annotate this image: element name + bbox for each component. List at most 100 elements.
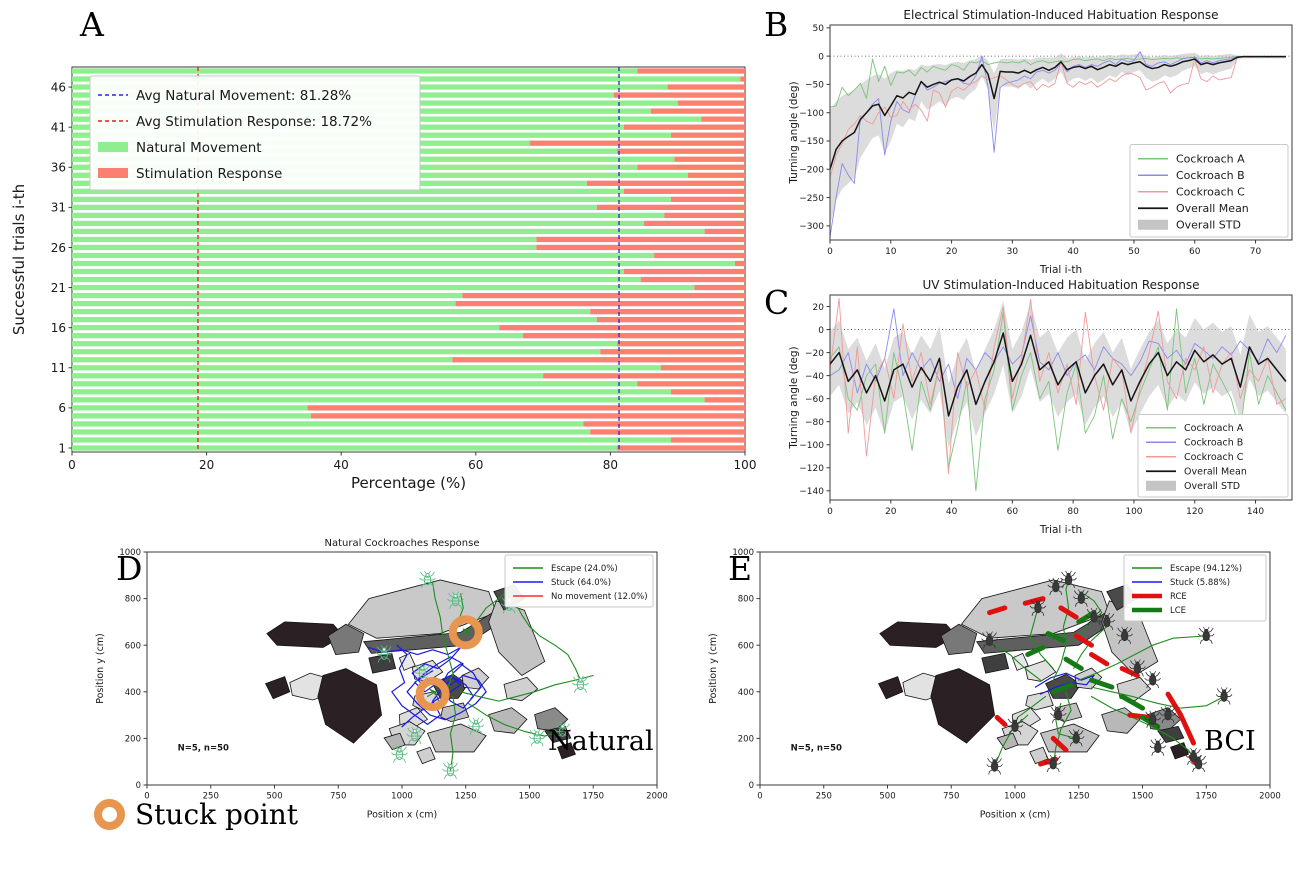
roach-icon	[986, 757, 1003, 775]
rock	[461, 667, 490, 690]
bar-stimulation	[590, 429, 745, 435]
series-cockroach-b	[829, 51, 1286, 238]
legend-item-label: No movement (12.0%)	[551, 592, 648, 602]
legend-item-label: Stuck (64.0%)	[551, 578, 611, 588]
roach-icon	[1215, 687, 1233, 705]
y-tick-label: 16	[51, 321, 66, 335]
axes-C: 0 20 40 60 80 100 120 140 20 0 −20 −40 −60 −80 −100 −12…	[788, 278, 1293, 536]
roach-icon	[554, 722, 571, 740]
y-tick-label: 31	[51, 201, 66, 215]
legend-item-label: LCE	[1170, 606, 1186, 616]
x-tick-label: 60	[1007, 507, 1019, 517]
panel-d: N=5, n=50 Escape (24.0%) Stuck (64.0%) No m…	[95, 538, 668, 821]
x-tick-label: 0	[757, 792, 762, 802]
series-overall-mean	[829, 332, 1287, 417]
x-tick-label: 1500	[519, 792, 541, 802]
y-tick-label: −50	[805, 81, 824, 91]
x-tick-label: 750	[943, 792, 959, 802]
y-axis-label: Turning angle (deg)	[788, 81, 800, 184]
bar-stimulation	[307, 405, 745, 411]
y-tick-label: 1000	[732, 548, 754, 558]
x-tick-label: 140	[1247, 507, 1264, 517]
bar-natural	[72, 381, 638, 387]
x-tick-label: 1250	[1068, 792, 1090, 802]
bar-stimulation	[674, 156, 745, 162]
bar-stimulation	[522, 333, 745, 339]
y-tick-label: −80	[805, 418, 824, 428]
bar-stimulation	[455, 300, 745, 307]
bar-natural	[72, 325, 500, 331]
x-tick-label: 2000	[1259, 792, 1281, 802]
y-tick-label: 800	[125, 595, 141, 605]
roach-icon	[1129, 659, 1146, 677]
x-tick-label: 60	[468, 458, 483, 472]
y-tick-label: 0	[818, 326, 824, 336]
bar-stimulation	[650, 108, 745, 114]
bar-natural	[72, 437, 671, 443]
bar-natural	[72, 228, 705, 235]
y-axis-label: Successful trials i-th	[10, 184, 28, 335]
rock	[1011, 652, 1029, 671]
rock	[544, 725, 572, 744]
y-tick-label: −20	[805, 349, 824, 359]
bar-natural	[72, 292, 463, 299]
legend-item-label: Overall Mean	[1184, 467, 1247, 478]
legend-item-label: RCE	[1170, 592, 1187, 602]
legend-c: Cockroach A Cockroach B Cockroach C Overall…	[1137, 414, 1289, 498]
roach-icon	[1197, 626, 1215, 645]
bar-natural	[72, 413, 311, 419]
bar-stimulation	[644, 220, 745, 227]
chart-title: Electrical Stimulation-Induced Habituati…	[903, 8, 1218, 22]
y-tick-label: 0	[818, 52, 824, 62]
bar-stimulation	[617, 445, 745, 451]
bar-stimulation	[637, 68, 745, 74]
x-axis-label: Percentage (%)	[351, 474, 466, 492]
panel-b: Cockroach A Cockroach B Cockroach C Overall…	[788, 8, 1293, 276]
bar-stimulation	[536, 244, 745, 251]
axes-A: 0 20 40 60 80 100161116212631364146Percentage…	[10, 66, 756, 492]
y-tick-label: 6	[58, 401, 66, 415]
x-tick-label: 20	[885, 507, 897, 517]
series-overall-mean	[829, 55, 1286, 170]
legend-item-label: Stuck (5.88%)	[1170, 578, 1230, 588]
bar-stimulation	[623, 188, 745, 194]
y-axis-label: Position y (cm)	[708, 633, 719, 704]
rock	[327, 623, 365, 655]
sample-size-annotation: N=5, n=50	[178, 744, 229, 754]
x-tick-label: 60	[1189, 247, 1201, 257]
y-tick-label: 21	[51, 281, 66, 295]
bar-natural	[72, 445, 618, 451]
x-axis-label: Position x (cm)	[980, 810, 1051, 821]
x-tick-label: 500	[879, 792, 895, 802]
legend-b: Cockroach A Cockroach B Cockroach C Overall…	[1129, 144, 1289, 238]
y-tick-label: 1	[58, 441, 66, 455]
bar-stimulation	[704, 397, 745, 403]
rock	[1170, 742, 1189, 760]
x-tick-label: 2000	[646, 792, 668, 802]
x-tick-label: 1000	[1004, 792, 1026, 802]
bar-stimulation	[667, 84, 745, 90]
y-tick-label: −300	[799, 222, 824, 232]
legend-e: Escape (94.12%) Stuck (5.88%) RCE LCE	[1123, 554, 1267, 622]
bar-stimulation	[529, 140, 745, 146]
bar-natural	[72, 389, 671, 395]
y-tick-label: 0	[749, 781, 754, 791]
stuck-point-marker-icon	[94, 799, 125, 830]
legend-item-label: Natural Movement	[136, 140, 262, 156]
legend-item-label: Cockroach C	[1184, 452, 1244, 463]
roach-icon	[1050, 705, 1067, 724]
x-tick-label: 1000	[391, 792, 413, 802]
x-tick-label: 1250	[455, 792, 477, 802]
y-tick-label: 50	[813, 24, 825, 34]
legend-a: Avg Natural Movement: 81.28% Avg Stimulat…	[89, 75, 421, 191]
y-tick-label: 0	[136, 781, 141, 791]
x-axis-label: Position x (cm)	[367, 810, 438, 821]
bar-natural	[72, 260, 735, 267]
roach-icon	[1047, 577, 1065, 596]
x-tick-label: 250	[203, 792, 219, 802]
y-tick-label: 41	[51, 120, 66, 134]
x-tick-label: 80	[603, 458, 618, 472]
bar-natural	[72, 405, 308, 411]
roach-icon	[1149, 738, 1167, 756]
